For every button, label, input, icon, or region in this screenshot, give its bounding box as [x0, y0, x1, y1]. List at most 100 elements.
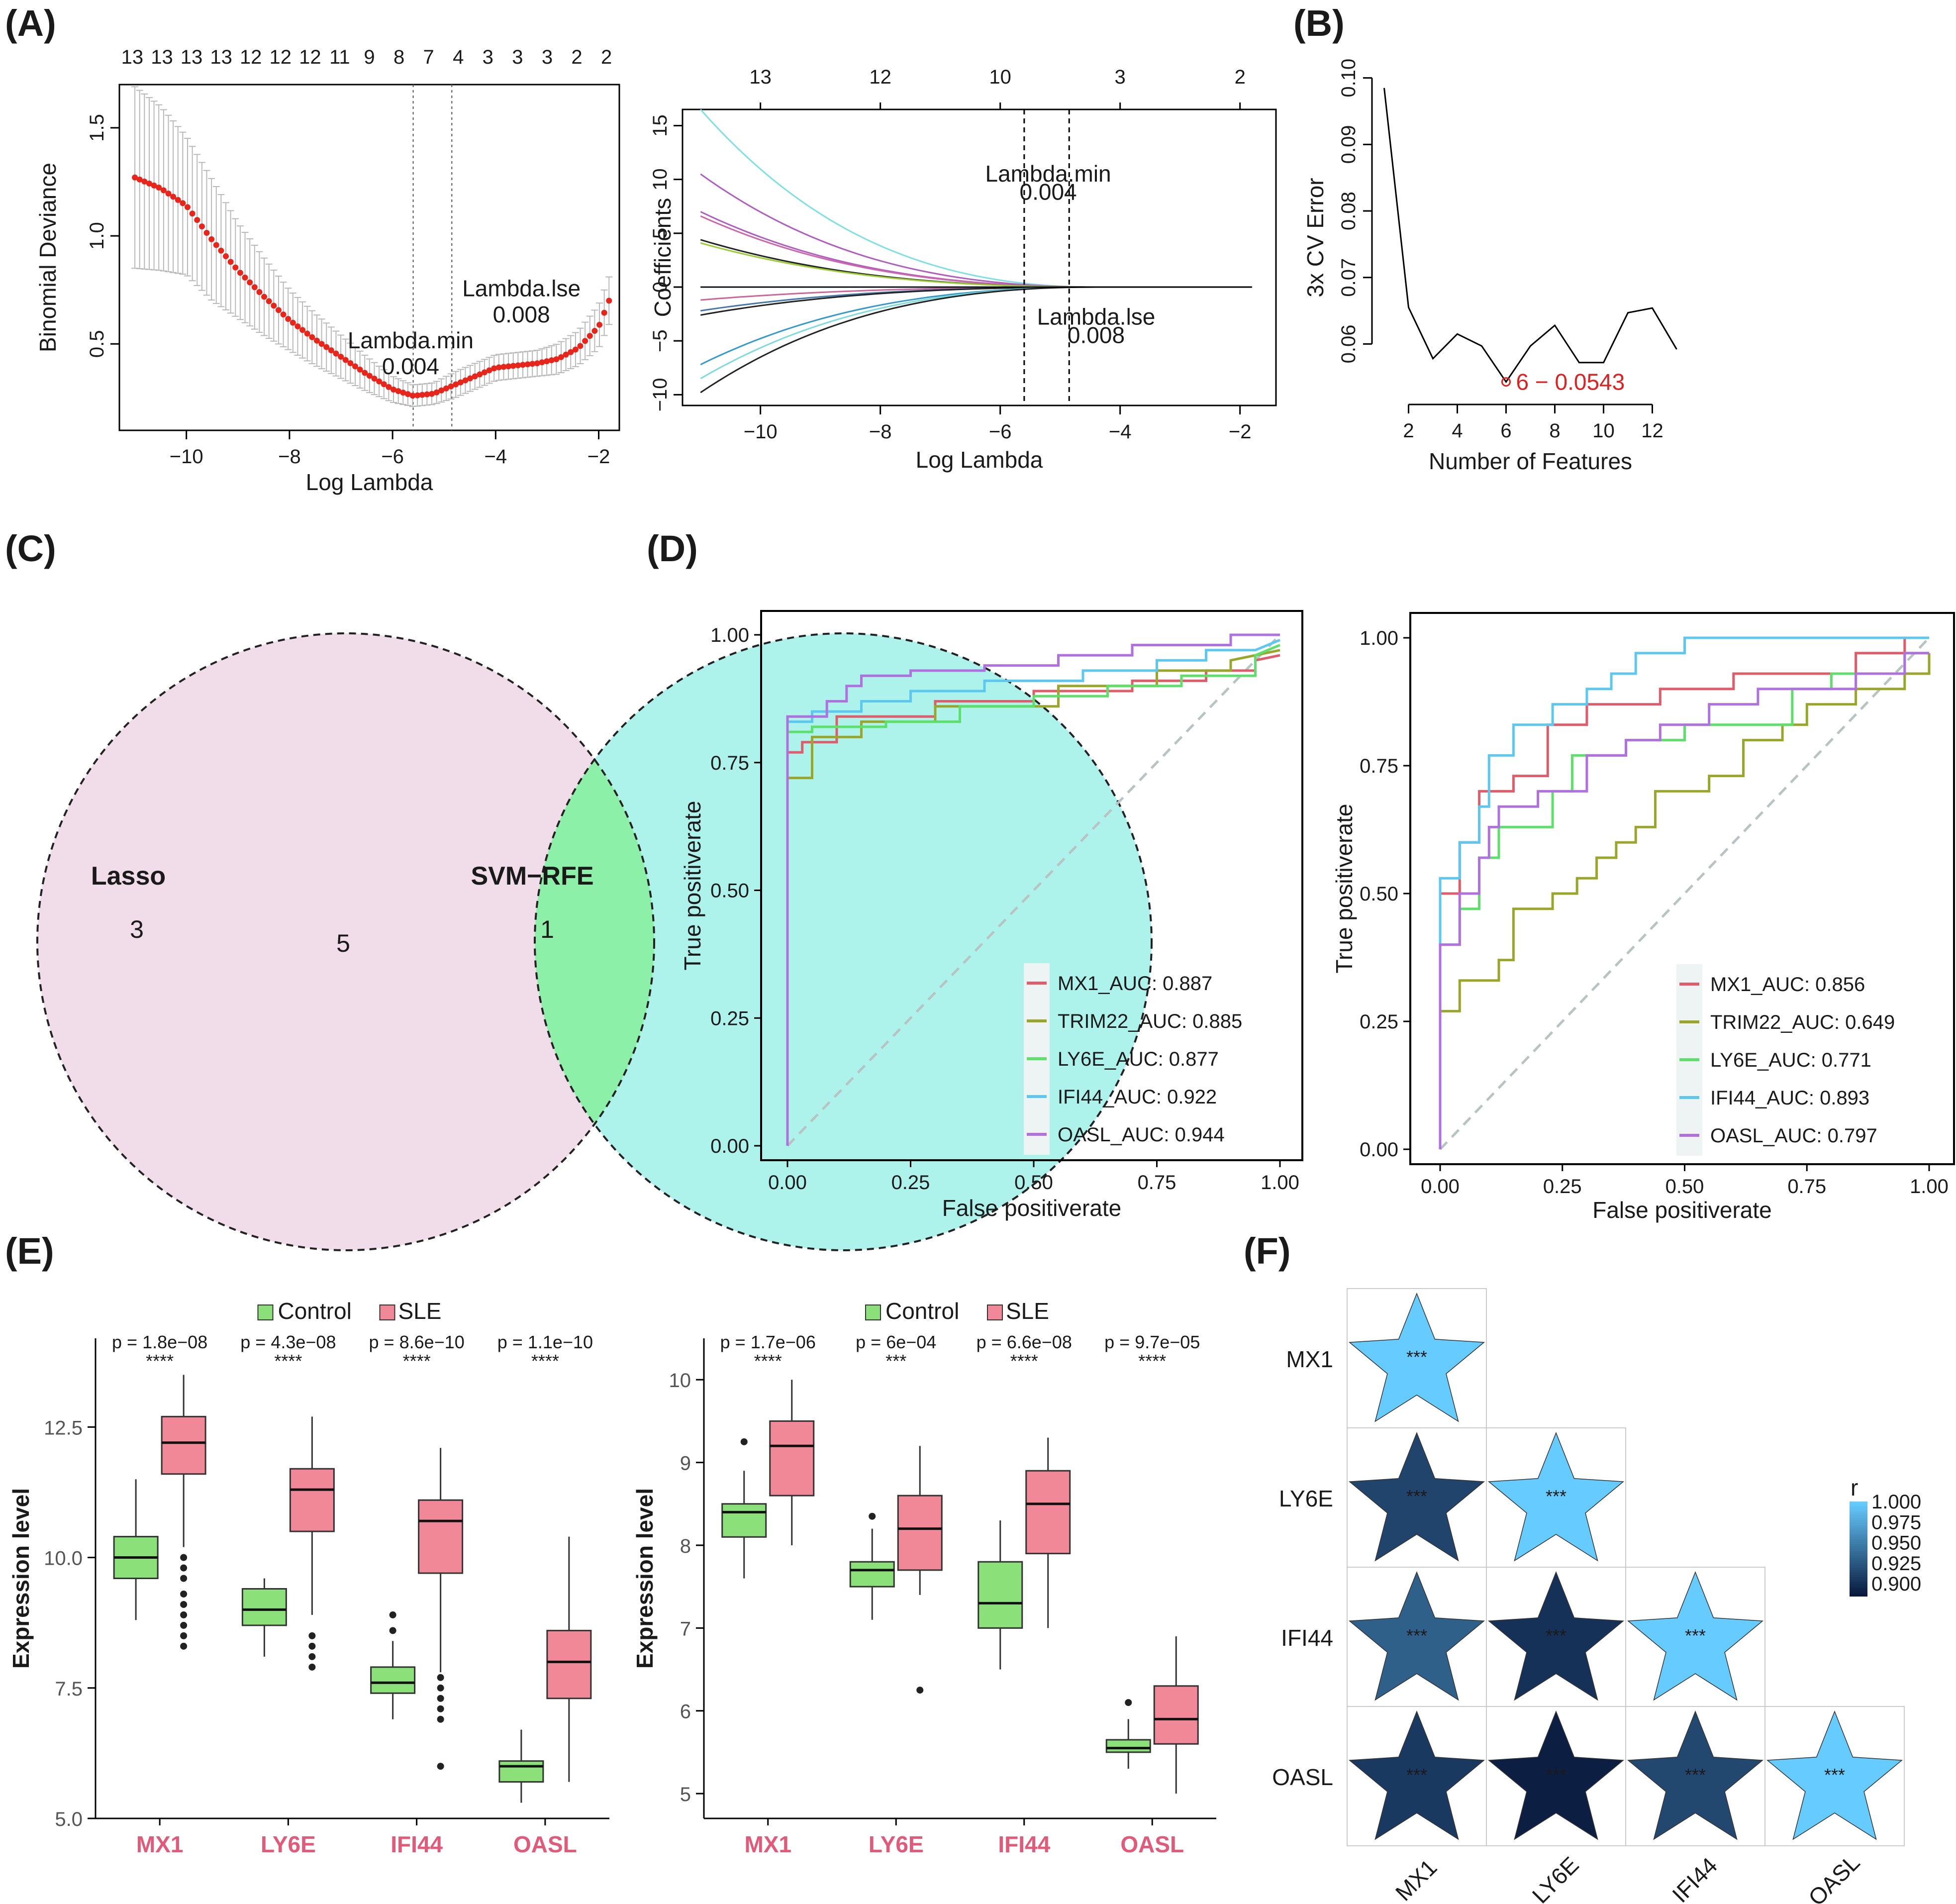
deviance-point	[424, 391, 430, 398]
deviance-point	[544, 358, 550, 365]
deviance-point	[318, 341, 325, 347]
significance-stars: ***	[1824, 1765, 1845, 1785]
deviance-point	[596, 321, 603, 328]
deviance-point	[266, 298, 272, 304]
x-tick-label: −4	[485, 446, 507, 468]
lambda-annotation: 0.008	[493, 301, 550, 327]
panel-label-f: (F)	[1244, 1230, 1291, 1272]
y-tick-label: 0.00	[1360, 1139, 1398, 1161]
top-tick-label: 2	[1235, 66, 1246, 88]
venn-set-label-lasso: Lasso	[91, 862, 166, 891]
deviance-point	[237, 270, 243, 276]
deviance-point	[467, 375, 474, 382]
colorbar-tick-label: 1.000	[1871, 1491, 1921, 1513]
deviance-point	[218, 247, 224, 254]
panel-label-a: (A)	[5, 2, 56, 44]
colorbar-segment	[1850, 1579, 1867, 1583]
legend-label-sle: SLE	[398, 1298, 442, 1324]
box-outlier	[180, 1575, 188, 1582]
colorbar-segment	[1850, 1511, 1867, 1514]
correlation-star	[1348, 1571, 1485, 1701]
x-tick-label: 10	[1592, 420, 1615, 442]
deviance-point	[582, 338, 588, 344]
deviance-point	[371, 375, 378, 382]
venn-outline-svm-rfe	[534, 632, 1153, 1251]
x-tick-label: −6	[989, 421, 1012, 443]
deviance-point	[515, 362, 521, 369]
venn-outline-lasso	[36, 632, 655, 1251]
x-tick-label-gene: LY6E	[869, 1831, 924, 1857]
x-tick-label-gene: OASL	[1120, 1831, 1184, 1857]
deviance-point	[400, 390, 406, 396]
deviance-point	[395, 388, 401, 395]
x-tick-label: 0.50	[1665, 1176, 1704, 1198]
top-count-label: 2	[571, 46, 582, 68]
colorbar-segment	[1850, 1568, 1867, 1571]
deviance-point	[136, 176, 143, 183]
box-outlier	[869, 1512, 876, 1520]
roc-curve-trim22	[786, 649, 1280, 1146]
y-axis-title: True positiverate	[1331, 804, 1357, 974]
box-outlier	[308, 1632, 316, 1639]
deviance-point	[453, 381, 459, 388]
box-iqr	[897, 1495, 943, 1571]
deviance-point	[587, 333, 593, 339]
box-outlier	[437, 1715, 444, 1723]
significance-stars: ***	[1406, 1486, 1427, 1506]
x-tick-label: 1.00	[1261, 1172, 1299, 1194]
deviance-point	[242, 274, 248, 281]
top-tick-label: 10	[989, 66, 1011, 88]
colorbar-segment	[1850, 1589, 1867, 1592]
y-axis-title: Expression level	[8, 1488, 34, 1669]
box-iqr	[418, 1499, 464, 1574]
deviance-point	[419, 392, 425, 398]
colorbar-segment	[1850, 1544, 1867, 1547]
lambda-annotation: 0.008	[1068, 322, 1125, 348]
legend-swatch-control	[865, 1304, 881, 1320]
legend-label: OASL_AUC: 0.944	[1058, 1124, 1225, 1146]
top-count-label: 12	[270, 46, 292, 68]
x-tick-label: −4	[1109, 421, 1132, 443]
significance-stars: ****	[531, 1351, 559, 1371]
deviance-point	[280, 311, 287, 318]
panel-label-d: (D)	[647, 528, 698, 569]
x-tick-label-gene: IFI44	[391, 1831, 443, 1857]
x-axis-title: Number of Features	[1429, 448, 1632, 474]
top-count-label: 13	[151, 46, 173, 68]
box-iqr	[721, 1503, 767, 1538]
deviance-point	[271, 302, 277, 309]
plot-frame	[760, 610, 1303, 1161]
box-outlier	[437, 1695, 444, 1702]
box-outlier	[180, 1564, 188, 1572]
colorbar-segment	[1850, 1515, 1867, 1519]
box-outlier	[308, 1663, 316, 1671]
colorbar-segment	[1850, 1551, 1867, 1554]
box-outlier	[308, 1642, 316, 1650]
colorbar-segment	[1850, 1582, 1867, 1585]
deviance-point	[151, 182, 157, 189]
colorbar-segment	[1850, 1506, 1867, 1509]
y-tick-label: 1.00	[1360, 627, 1398, 649]
legend-label-control: Control	[885, 1298, 959, 1324]
deviance-point	[256, 289, 263, 295]
box-outlier	[1125, 1699, 1132, 1706]
box-iqr	[1153, 1685, 1199, 1745]
x-tick-label: 0.25	[891, 1172, 930, 1194]
top-tick-label: 3	[1115, 66, 1126, 88]
y-tick-label: 0.75	[710, 752, 749, 774]
correlation-star	[1348, 1710, 1485, 1840]
x-tick-label: 0.75	[1138, 1172, 1176, 1194]
top-tick-label: 13	[749, 66, 772, 88]
colorbar-segment	[1850, 1532, 1867, 1535]
colorbar-segment	[1850, 1513, 1867, 1516]
correlation-star	[1766, 1710, 1903, 1840]
colorbar-segment	[1850, 1577, 1867, 1580]
column-label: LY6E	[1527, 1852, 1584, 1904]
colorbar-segment	[1850, 1572, 1867, 1576]
colorbar-segment	[1850, 1584, 1867, 1587]
box-iqr	[498, 1760, 544, 1783]
deviance-point	[558, 354, 564, 360]
box-outlier	[180, 1632, 188, 1639]
top-count-label: 12	[299, 46, 321, 68]
legend-label: LY6E_AUC: 0.877	[1058, 1048, 1219, 1070]
